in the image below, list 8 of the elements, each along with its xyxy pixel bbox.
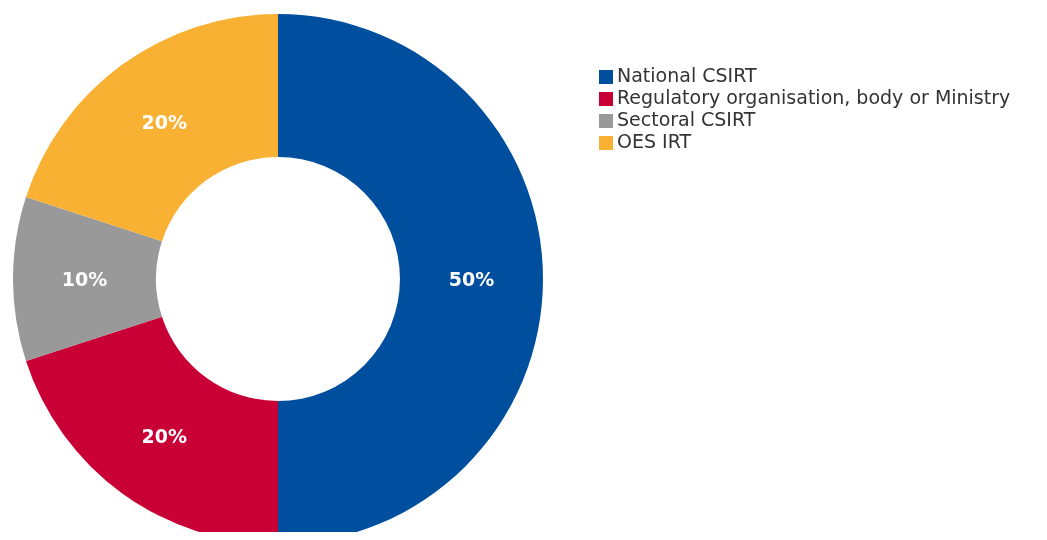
data-label: 50% xyxy=(448,268,495,290)
data-label: 20% xyxy=(141,111,188,134)
legend-label: National CSIRT xyxy=(617,64,757,86)
legend-label: Sectoral CSIRT xyxy=(617,108,756,130)
data-label: 20% xyxy=(141,424,188,447)
legend-label: Regulatory organisation, body or Ministry xyxy=(617,86,1011,108)
data-label: 10% xyxy=(61,268,108,290)
legend-label: OES IRT xyxy=(617,130,692,152)
